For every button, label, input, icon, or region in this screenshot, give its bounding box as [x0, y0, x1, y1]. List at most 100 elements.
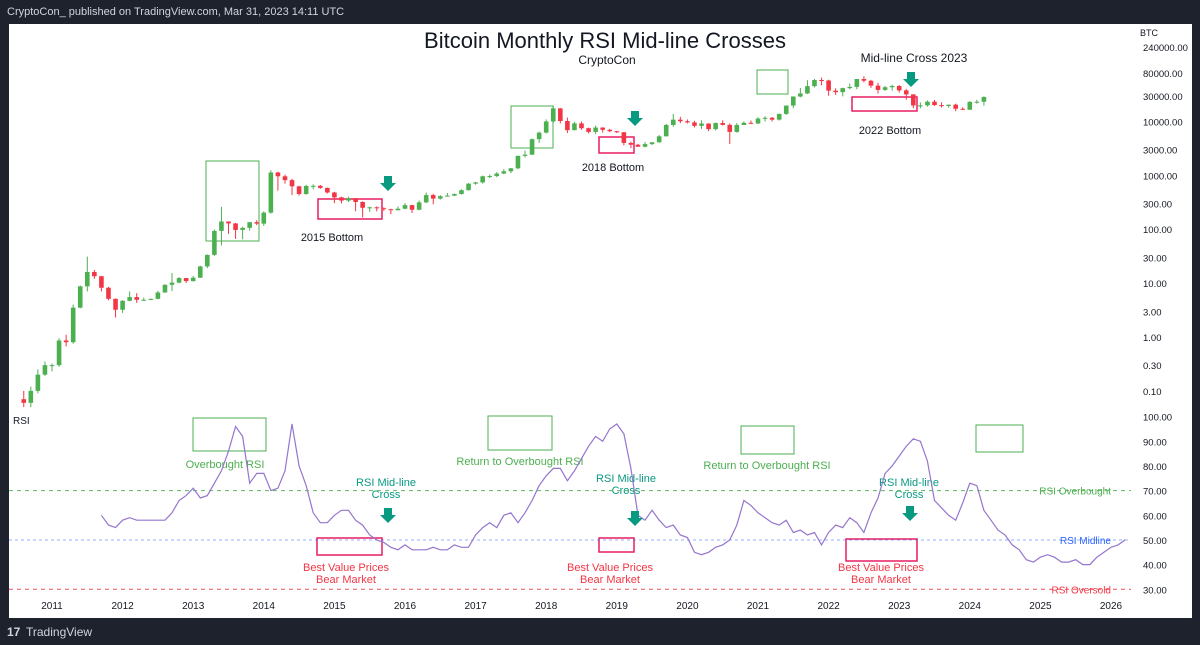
- bottom-box-2015: [317, 198, 383, 220]
- candle-body: [28, 390, 34, 403]
- annotation-midcross-1: RSI Mid-line Cross: [356, 477, 416, 501]
- candle-body: [565, 120, 570, 131]
- overbought-box-empty: [975, 424, 1024, 453]
- candle-body: [579, 123, 584, 129]
- candle-body: [92, 271, 97, 277]
- candle-body: [155, 292, 161, 299]
- candle-body: [670, 119, 676, 125]
- candle-body: [226, 221, 231, 224]
- candle-body: [572, 123, 577, 131]
- x-axis-tick: 2016: [394, 601, 417, 612]
- candle-body: [656, 136, 662, 143]
- candle-body: [317, 185, 323, 188]
- candle-body: [628, 142, 634, 145]
- candle-body: [480, 176, 485, 183]
- candle-body: [183, 278, 189, 282]
- candle-body: [247, 222, 252, 228]
- candle-body: [339, 197, 344, 201]
- overbought-box-2013-price: [205, 160, 260, 242]
- tradingview-brand[interactable]: TradingView: [26, 625, 93, 639]
- bestvalue-box-2015: [316, 537, 383, 556]
- candle-body: [49, 365, 55, 367]
- bestvalue-box-2018: [598, 537, 635, 553]
- candle-body: [162, 284, 168, 293]
- overbought-box-2021-rsi: [740, 425, 795, 455]
- candle-body: [607, 129, 613, 132]
- candle-body: [445, 195, 450, 197]
- rsi-axis-tick: 50.00: [1143, 536, 1167, 547]
- candle-body: [282, 176, 288, 181]
- candle-body: [762, 117, 768, 119]
- candle-body: [494, 173, 500, 177]
- candle-body: [727, 124, 733, 132]
- price-axis-tick: 100.00: [1143, 225, 1172, 236]
- tradingview-logo-icon[interactable]: 17: [7, 625, 21, 639]
- rsi-axis-tick: 100.00: [1143, 413, 1172, 424]
- footer-bar: 17 TradingView: [0, 619, 1200, 645]
- candle-body: [953, 104, 958, 109]
- candle-body: [755, 118, 761, 124]
- bottom-box-2022: [851, 96, 918, 112]
- candle-body: [932, 101, 937, 106]
- annotation-bestvalue-3: Best Value Prices Bear Market: [838, 562, 925, 586]
- candle-body: [960, 108, 966, 110]
- price-axis-tick: 1000.00: [1143, 171, 1177, 182]
- price-axis-tick: 1.00: [1143, 333, 1162, 344]
- candle-body: [868, 80, 874, 86]
- candle-body: [99, 276, 104, 288]
- x-axis-tick: 2026: [1100, 601, 1123, 612]
- candle-body: [56, 340, 62, 366]
- candle-body: [473, 182, 478, 184]
- down-arrow-icon: [902, 506, 918, 521]
- x-axis-tick: 2018: [535, 601, 558, 612]
- price-axis-tick: 240000.00: [1143, 43, 1188, 54]
- chart-marks-group: 240000.00 80000.00 30000.00 10000.00 3000.00…: [9, 43, 1188, 612]
- rsi-axis-tick: 40.00: [1143, 561, 1167, 572]
- bestvalue-box-2022: [845, 538, 918, 562]
- x-axis-tick: 2019: [606, 601, 629, 612]
- candle-body: [819, 80, 824, 82]
- candle-body: [798, 93, 803, 97]
- candle-body: [826, 80, 831, 91]
- candle-body: [974, 101, 980, 103]
- candle-body: [21, 399, 27, 403]
- candle-body: [536, 132, 542, 140]
- candle-body: [812, 80, 817, 87]
- candle-body: [296, 186, 302, 195]
- candle-body: [706, 123, 711, 130]
- candle-body: [325, 187, 330, 193]
- candle-body: [233, 223, 238, 230]
- candle-body: [197, 266, 203, 278]
- candle-body: [515, 155, 521, 169]
- annotation-midcross-2: RSI Mid-line Cross: [596, 473, 656, 497]
- overbought-box-2021-price: [756, 69, 789, 95]
- candle-body: [925, 101, 930, 106]
- rsi-axis-tick: 70.00: [1143, 487, 1167, 498]
- candle-body: [649, 142, 655, 145]
- candle-body: [600, 127, 605, 130]
- candle-body: [268, 172, 274, 213]
- price-axis-tick: 30000.00: [1143, 92, 1183, 103]
- candle-body: [558, 108, 563, 121]
- chart-plot-area[interactable]: Bitcoin Monthly RSI Mid-line Crosses Cry…: [9, 24, 1192, 618]
- annotation-bestvalue-2: Best Value Prices Bear Market: [567, 562, 654, 586]
- candle-body: [120, 300, 125, 310]
- candle-body: [748, 122, 754, 124]
- down-arrow-icon: [627, 511, 643, 526]
- candle-body: [621, 132, 627, 143]
- candle-body: [776, 113, 782, 120]
- candle-body: [663, 124, 669, 137]
- candle-body: [388, 209, 394, 211]
- price-axis-tick: 0.30: [1143, 361, 1162, 372]
- candle-body: [70, 307, 76, 343]
- annotation-midcross-3: RSI Mid-line Cross: [879, 477, 939, 501]
- candle-body: [289, 180, 295, 187]
- candle-body: [35, 374, 41, 391]
- x-axis-tick: 2021: [747, 601, 770, 612]
- candle-body: [367, 207, 372, 209]
- candle-body: [896, 86, 902, 91]
- candle-body: [847, 86, 853, 89]
- x-axis-tick: 2024: [959, 601, 982, 612]
- candle-body: [981, 97, 987, 102]
- candle-body: [840, 88, 846, 93]
